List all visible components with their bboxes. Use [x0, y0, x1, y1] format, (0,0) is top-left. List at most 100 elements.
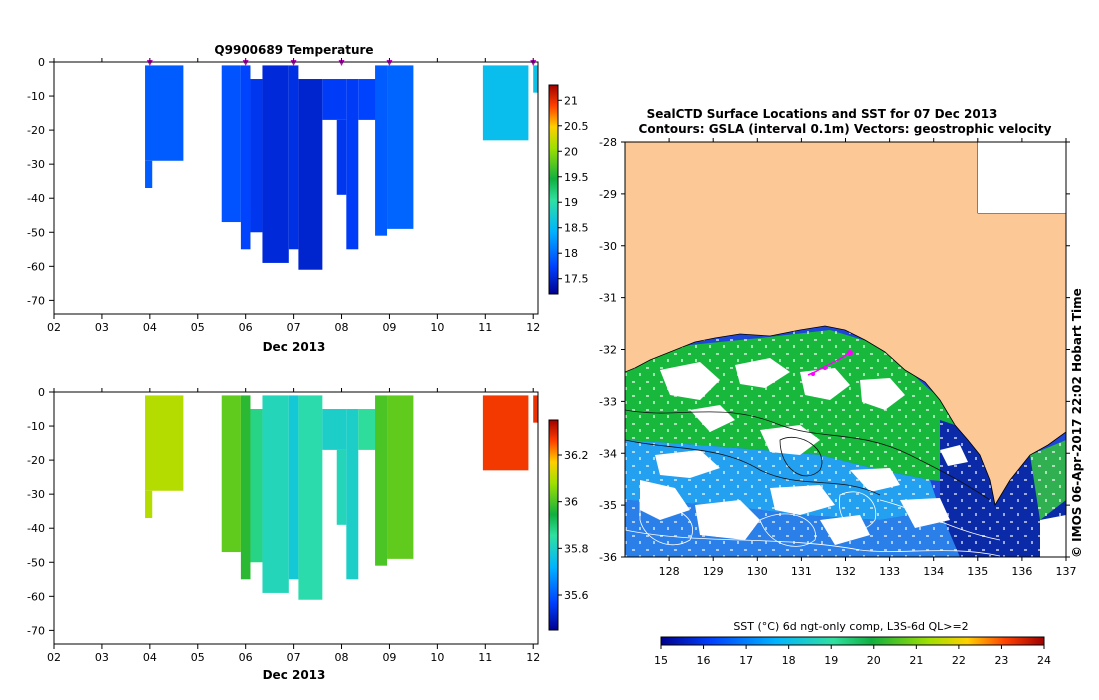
map-title-line1: SealCTD Surface Locations and SST for 07…	[647, 107, 998, 121]
sla-contours-dark	[625, 409, 991, 501]
seal-position-marker	[811, 372, 815, 376]
x-tick-label: 11	[478, 651, 492, 664]
lon-tick-label: 131	[791, 565, 812, 578]
sst-tick-label: 19	[824, 654, 838, 667]
colorbar-tick-label: 18	[564, 247, 578, 260]
y-tick-label: -50	[27, 226, 45, 239]
profile-cell	[221, 395, 241, 553]
temperature-profiles	[145, 65, 538, 270]
profile-cell	[322, 79, 347, 120]
profile-cell	[298, 395, 323, 600]
colorbar-tick-label: 35.8	[564, 542, 589, 555]
lon-tick-label: 136	[1011, 565, 1032, 578]
y-tick-label: -20	[27, 124, 45, 137]
map-title-line2: Contours: GSLA (interval 0.1m) Vectors: …	[639, 122, 1052, 136]
temperature-title: Q9900689 Temperature	[214, 43, 373, 57]
y-tick-label: -20	[27, 454, 45, 467]
colorbar-tick-label: 36.2	[564, 449, 589, 462]
lon-tick-label: 128	[659, 565, 680, 578]
sst-tick-label: 17	[739, 654, 753, 667]
profile-cell	[346, 409, 359, 580]
y-tick-label: -70	[27, 294, 45, 307]
sst-tick-label: 21	[909, 654, 923, 667]
profile-cell	[262, 395, 289, 593]
x-tick-label: 03	[95, 321, 109, 334]
y-tick-label: -70	[27, 624, 45, 637]
y-tick-label: -10	[27, 90, 45, 103]
map-area	[625, 142, 1066, 557]
temperature-x-axis: 02 03 04 05 06 07 08 09 10 11 12	[47, 58, 540, 334]
lat-tick-label: -28	[599, 136, 617, 149]
lon-tick-label: 132	[835, 565, 856, 578]
x-tick-label: 03	[95, 651, 109, 664]
seal-track	[807, 351, 851, 376]
colorbar-tick-label: 18.5	[564, 222, 589, 235]
profile-cell	[240, 395, 251, 580]
lat-tick-label: -36	[599, 551, 617, 564]
colorbar-tick-label: 35.6	[564, 589, 589, 602]
colorbar-tick-label: 20	[564, 145, 578, 158]
salinity-panel: 02 03 04 05 06 07 08 09 10 11 12 0 -10 -20 -30 -40 -50 -…	[27, 386, 588, 682]
lon-tick-label: 130	[747, 565, 768, 578]
x-tick-label: 10	[430, 651, 444, 664]
y-tick-label: -30	[27, 488, 45, 501]
y-tick-label: -50	[27, 556, 45, 569]
profile-cell	[336, 119, 347, 195]
profile-cell	[336, 449, 347, 525]
map-lon-axis: 128 129 130 131 132 133 134 135 136 137	[659, 138, 1077, 578]
profile-cell	[533, 65, 538, 93]
x-tick-label: 12	[526, 651, 540, 664]
salinity-x-axis: 02 03 04 05 06 07 08 09 10 11 12	[47, 388, 540, 664]
x-tick-label: 07	[287, 321, 301, 334]
profile-cell	[145, 160, 153, 188]
y-tick-label: -30	[27, 158, 45, 171]
x-tick-label: 08	[335, 651, 349, 664]
imos-timestamp: © IMOS 06-Apr-2017 22:02 Hobart Time	[1070, 288, 1084, 558]
profile-cell	[482, 395, 529, 471]
temperature-y-axis: 0 -10 -20 -30 -40 -50 -60 -70	[27, 56, 54, 307]
salinity-colorbar-ticks: 35.6 35.8 36 36.2	[558, 449, 589, 602]
profile-cell	[533, 395, 538, 423]
x-tick-label: 07	[287, 651, 301, 664]
profile-cell	[346, 79, 359, 250]
y-tick-label: 0	[38, 386, 45, 399]
salinity-xlabel: Dec 2013	[263, 668, 326, 682]
sst-colorbar	[660, 636, 1045, 646]
profile-cell	[221, 65, 241, 223]
profile-cell	[482, 65, 529, 141]
lat-tick-label: -33	[599, 395, 617, 408]
lon-tick-label: 133	[879, 565, 900, 578]
colorbar-tick-label: 36	[564, 496, 578, 509]
y-tick-label: -10	[27, 420, 45, 433]
profile-cell	[387, 395, 414, 559]
x-tick-label: 09	[382, 651, 396, 664]
y-tick-label: -60	[27, 590, 45, 603]
y-tick-label: 0	[38, 56, 45, 69]
salinity-profiles	[145, 395, 538, 600]
sst-tick-label: 22	[952, 654, 966, 667]
profile-cell	[375, 65, 388, 236]
profile-cell	[145, 395, 184, 491]
salinity-y-axis: 0 -10 -20 -30 -40 -50 -60 -70	[27, 386, 54, 637]
profile-cell	[145, 490, 153, 518]
sst-tick-label: 16	[697, 654, 711, 667]
sla-contours-light	[625, 491, 1001, 557]
profile-cell	[250, 409, 263, 563]
y-tick-label: -40	[27, 522, 45, 535]
lon-tick-label: 137	[1056, 565, 1077, 578]
x-tick-label: 06	[239, 651, 253, 664]
profile-cell	[298, 79, 323, 270]
profile-cell	[322, 409, 347, 450]
temperature-xlabel: Dec 2013	[263, 340, 326, 354]
x-tick-label: 10	[430, 321, 444, 334]
x-tick-label: 02	[47, 651, 61, 664]
profile-cell	[387, 65, 414, 229]
sst-tick-label: 24	[1037, 654, 1051, 667]
lon-tick-label: 134	[923, 565, 944, 578]
x-tick-label: 04	[143, 321, 157, 334]
x-tick-label: 11	[478, 321, 492, 334]
profile-cell	[375, 395, 388, 566]
colorbar-tick-label: 17.5	[564, 273, 589, 286]
x-tick-label: 06	[239, 321, 253, 334]
x-tick-label: 12	[526, 321, 540, 334]
